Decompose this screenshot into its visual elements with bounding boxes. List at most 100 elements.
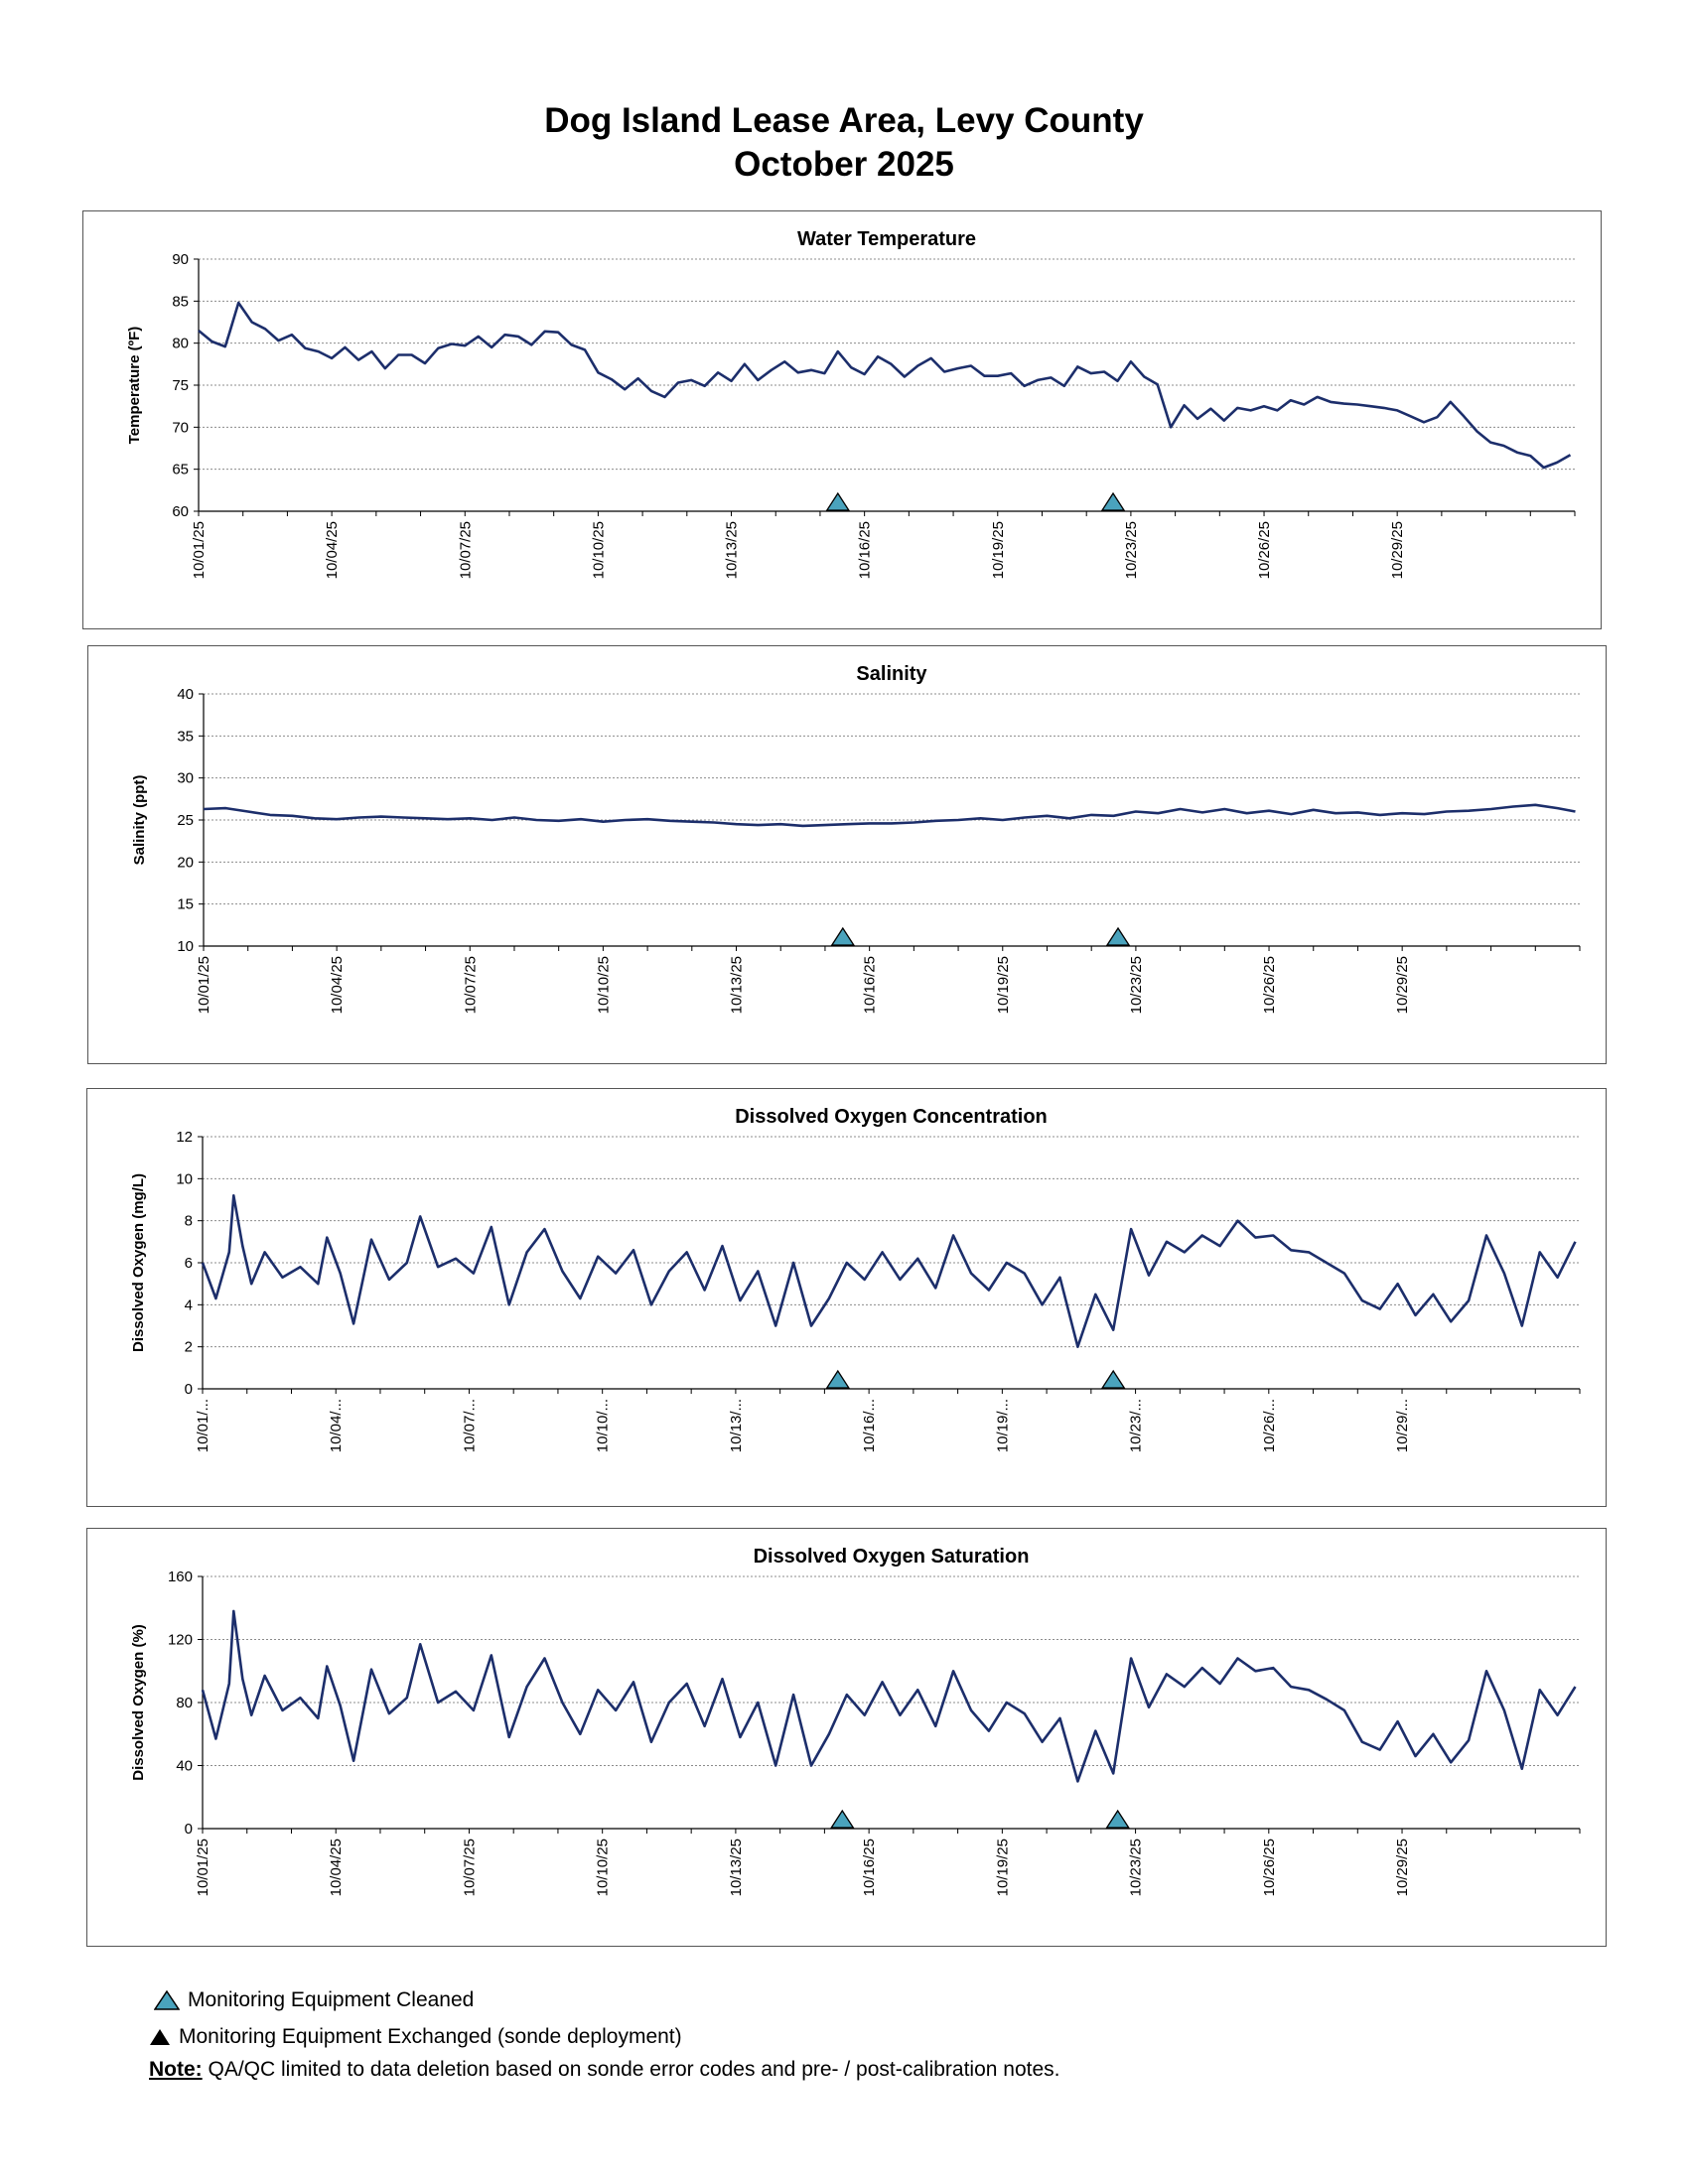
page-title-line2: October 2025 xyxy=(734,145,954,184)
chart-panel-salinity: Salinity Salinity (ppt) 10 15 20 25 30 35 40 10/0… xyxy=(87,645,1607,1064)
series-line xyxy=(198,301,1572,470)
x-tick-label: 10/26/25 xyxy=(1261,1839,1278,1896)
y-tick-label: 160 xyxy=(168,1569,193,1585)
y-tick-label: 8 xyxy=(185,1213,193,1230)
x-tick-label: 10/23/25 xyxy=(1128,956,1145,1014)
y-tick-label: 0 xyxy=(185,1821,193,1838)
exchanged-triangle-icon xyxy=(150,2029,170,2045)
cleaned-marker xyxy=(1105,1809,1130,1829)
x-tick-label: 10/13/25 xyxy=(728,1839,745,1896)
chart-do-concentration: Dissolved Oxygen Concentration Dissolved … xyxy=(130,1106,1581,1452)
x-tick-label: 10/01/25 xyxy=(195,1839,211,1896)
y-tick-label: 0 xyxy=(185,1381,193,1398)
y-tick-label: 120 xyxy=(168,1632,193,1649)
cleaned-marker xyxy=(1101,1369,1126,1389)
y-tick-label: 65 xyxy=(172,462,189,478)
chart-salinity: Salinity Salinity (ppt) 10 15 20 25 30 35 40 10/0… xyxy=(131,663,1581,1014)
x-tick-label: 10/07/25 xyxy=(462,956,479,1014)
x-tick-label: 10/01/25 xyxy=(196,956,212,1014)
x-tick-label: 10/16/25 xyxy=(862,956,879,1014)
y-axis-label: Dissolved Oxygen (%) xyxy=(130,1624,147,1781)
x-tick-label: 10/16/25 xyxy=(861,1839,878,1896)
cleaned-marker xyxy=(1105,926,1131,946)
legend-exchanged: Monitoring Equipment Exchanged (sonde de… xyxy=(149,2025,682,2049)
y-tick-label: 40 xyxy=(176,1758,193,1775)
y-tick-label: 90 xyxy=(172,251,189,268)
x-tick-label: 10/13/25 xyxy=(724,521,741,579)
y-tick-label: 40 xyxy=(177,686,194,703)
cleaned-marker xyxy=(830,1809,855,1829)
y-tick-label: 2 xyxy=(185,1339,193,1356)
y-tick-label: 75 xyxy=(172,377,189,394)
x-tick-label: 10/10/25 xyxy=(590,521,607,579)
chart-title: Salinity xyxy=(856,663,927,685)
x-tick-label: 10/26/... xyxy=(1261,1399,1278,1452)
x-tick-label: 10/10/25 xyxy=(595,956,612,1014)
series-line xyxy=(203,803,1576,828)
cleaned-marker xyxy=(825,491,851,511)
note-text: QA/QC limited to data deletion based on … xyxy=(202,2058,1060,2081)
x-tick-label: 10/29/25 xyxy=(1394,1839,1411,1896)
y-tick-label: 20 xyxy=(177,854,194,871)
chart-panel-do-concentration: Dissolved Oxygen Concentration Dissolved … xyxy=(86,1088,1607,1507)
y-tick-label: 80 xyxy=(172,336,189,352)
x-tick-label: 10/10/25 xyxy=(595,1839,612,1896)
y-tick-label: 80 xyxy=(176,1695,193,1711)
page-title: Dog Island Lease Area, Levy County Octob… xyxy=(0,99,1688,187)
x-tick-label: 10/26/25 xyxy=(1256,521,1273,579)
x-tick-label: 10/07/25 xyxy=(461,1839,478,1896)
note: Note: QA/QC limited to data deletion bas… xyxy=(149,2058,1060,2082)
y-tick-label: 30 xyxy=(177,770,194,787)
x-tick-label: 10/04/25 xyxy=(329,956,346,1014)
x-tick-label: 10/04/... xyxy=(328,1399,345,1452)
x-tick-label: 10/19/... xyxy=(994,1399,1011,1452)
chart-water-temperature: Water Temperature Temperature (ºF) 60 65 70 7… xyxy=(126,228,1576,579)
cleaned-triangle-icon xyxy=(154,1989,180,2010)
chart-do-saturation: Dissolved Oxygen Saturation Dissolved Oxy… xyxy=(130,1546,1581,1896)
legend-cleaned-label: Monitoring Equipment Cleaned xyxy=(188,1988,475,2011)
x-tick-label: 10/07/25 xyxy=(457,521,474,579)
y-tick-label: 4 xyxy=(185,1297,193,1313)
x-tick-label: 10/04/25 xyxy=(324,521,341,579)
legend-cleaned: Monitoring Equipment Cleaned xyxy=(154,1988,474,2012)
x-tick-label: 10/16/25 xyxy=(857,521,874,579)
y-tick-label: 60 xyxy=(172,503,189,520)
chart-title: Water Temperature xyxy=(797,228,976,250)
y-tick-label: 10 xyxy=(176,1170,193,1187)
y-tick-label: 12 xyxy=(176,1129,193,1146)
y-tick-label: 25 xyxy=(177,812,194,829)
cleaned-marker xyxy=(1100,491,1126,511)
x-tick-label: 10/01/... xyxy=(195,1399,211,1452)
page-title-line1: Dog Island Lease Area, Levy County xyxy=(544,101,1144,140)
series-line xyxy=(201,1194,1577,1348)
x-tick-label: 10/23/25 xyxy=(1123,521,1140,579)
x-tick-label: 10/19/25 xyxy=(990,521,1007,579)
x-tick-label: 10/26/25 xyxy=(1261,956,1278,1014)
x-tick-label: 10/29/25 xyxy=(1394,956,1411,1014)
cleaned-marker xyxy=(830,926,856,946)
x-tick-label: 10/07/... xyxy=(461,1399,478,1452)
x-tick-label: 10/16/... xyxy=(861,1399,878,1452)
y-axis-label: Temperature (ºF) xyxy=(126,327,143,445)
x-tick-label: 10/29/25 xyxy=(1389,521,1406,579)
series-line xyxy=(201,1609,1577,1783)
chart-title: Dissolved Oxygen Concentration xyxy=(735,1106,1048,1128)
x-tick-label: 10/10/... xyxy=(595,1399,612,1452)
cleaned-marker xyxy=(825,1369,851,1389)
x-tick-label: 10/29/... xyxy=(1394,1399,1411,1452)
y-axis-label: Dissolved Oxygen (mg/L) xyxy=(130,1173,147,1352)
x-tick-label: 10/13/... xyxy=(728,1399,745,1452)
chart-title: Dissolved Oxygen Saturation xyxy=(754,1546,1030,1568)
note-label: Note: xyxy=(149,2058,203,2081)
x-tick-label: 10/01/25 xyxy=(191,521,208,579)
chart-panel-water-temperature: Water Temperature Temperature (ºF) 60 65 70 7… xyxy=(82,210,1602,629)
y-tick-label: 70 xyxy=(172,419,189,436)
y-tick-label: 6 xyxy=(185,1255,193,1272)
y-tick-label: 10 xyxy=(177,938,194,955)
y-tick-label: 15 xyxy=(177,896,194,913)
legend-exchanged-label: Monitoring Equipment Exchanged (sonde de… xyxy=(179,2025,682,2048)
x-tick-label: 10/13/25 xyxy=(729,956,746,1014)
x-tick-label: 10/23/... xyxy=(1128,1399,1145,1452)
y-axis-label: Salinity (ppt) xyxy=(131,775,148,866)
chart-panel-do-saturation: Dissolved Oxygen Saturation Dissolved Oxy… xyxy=(86,1528,1607,1947)
